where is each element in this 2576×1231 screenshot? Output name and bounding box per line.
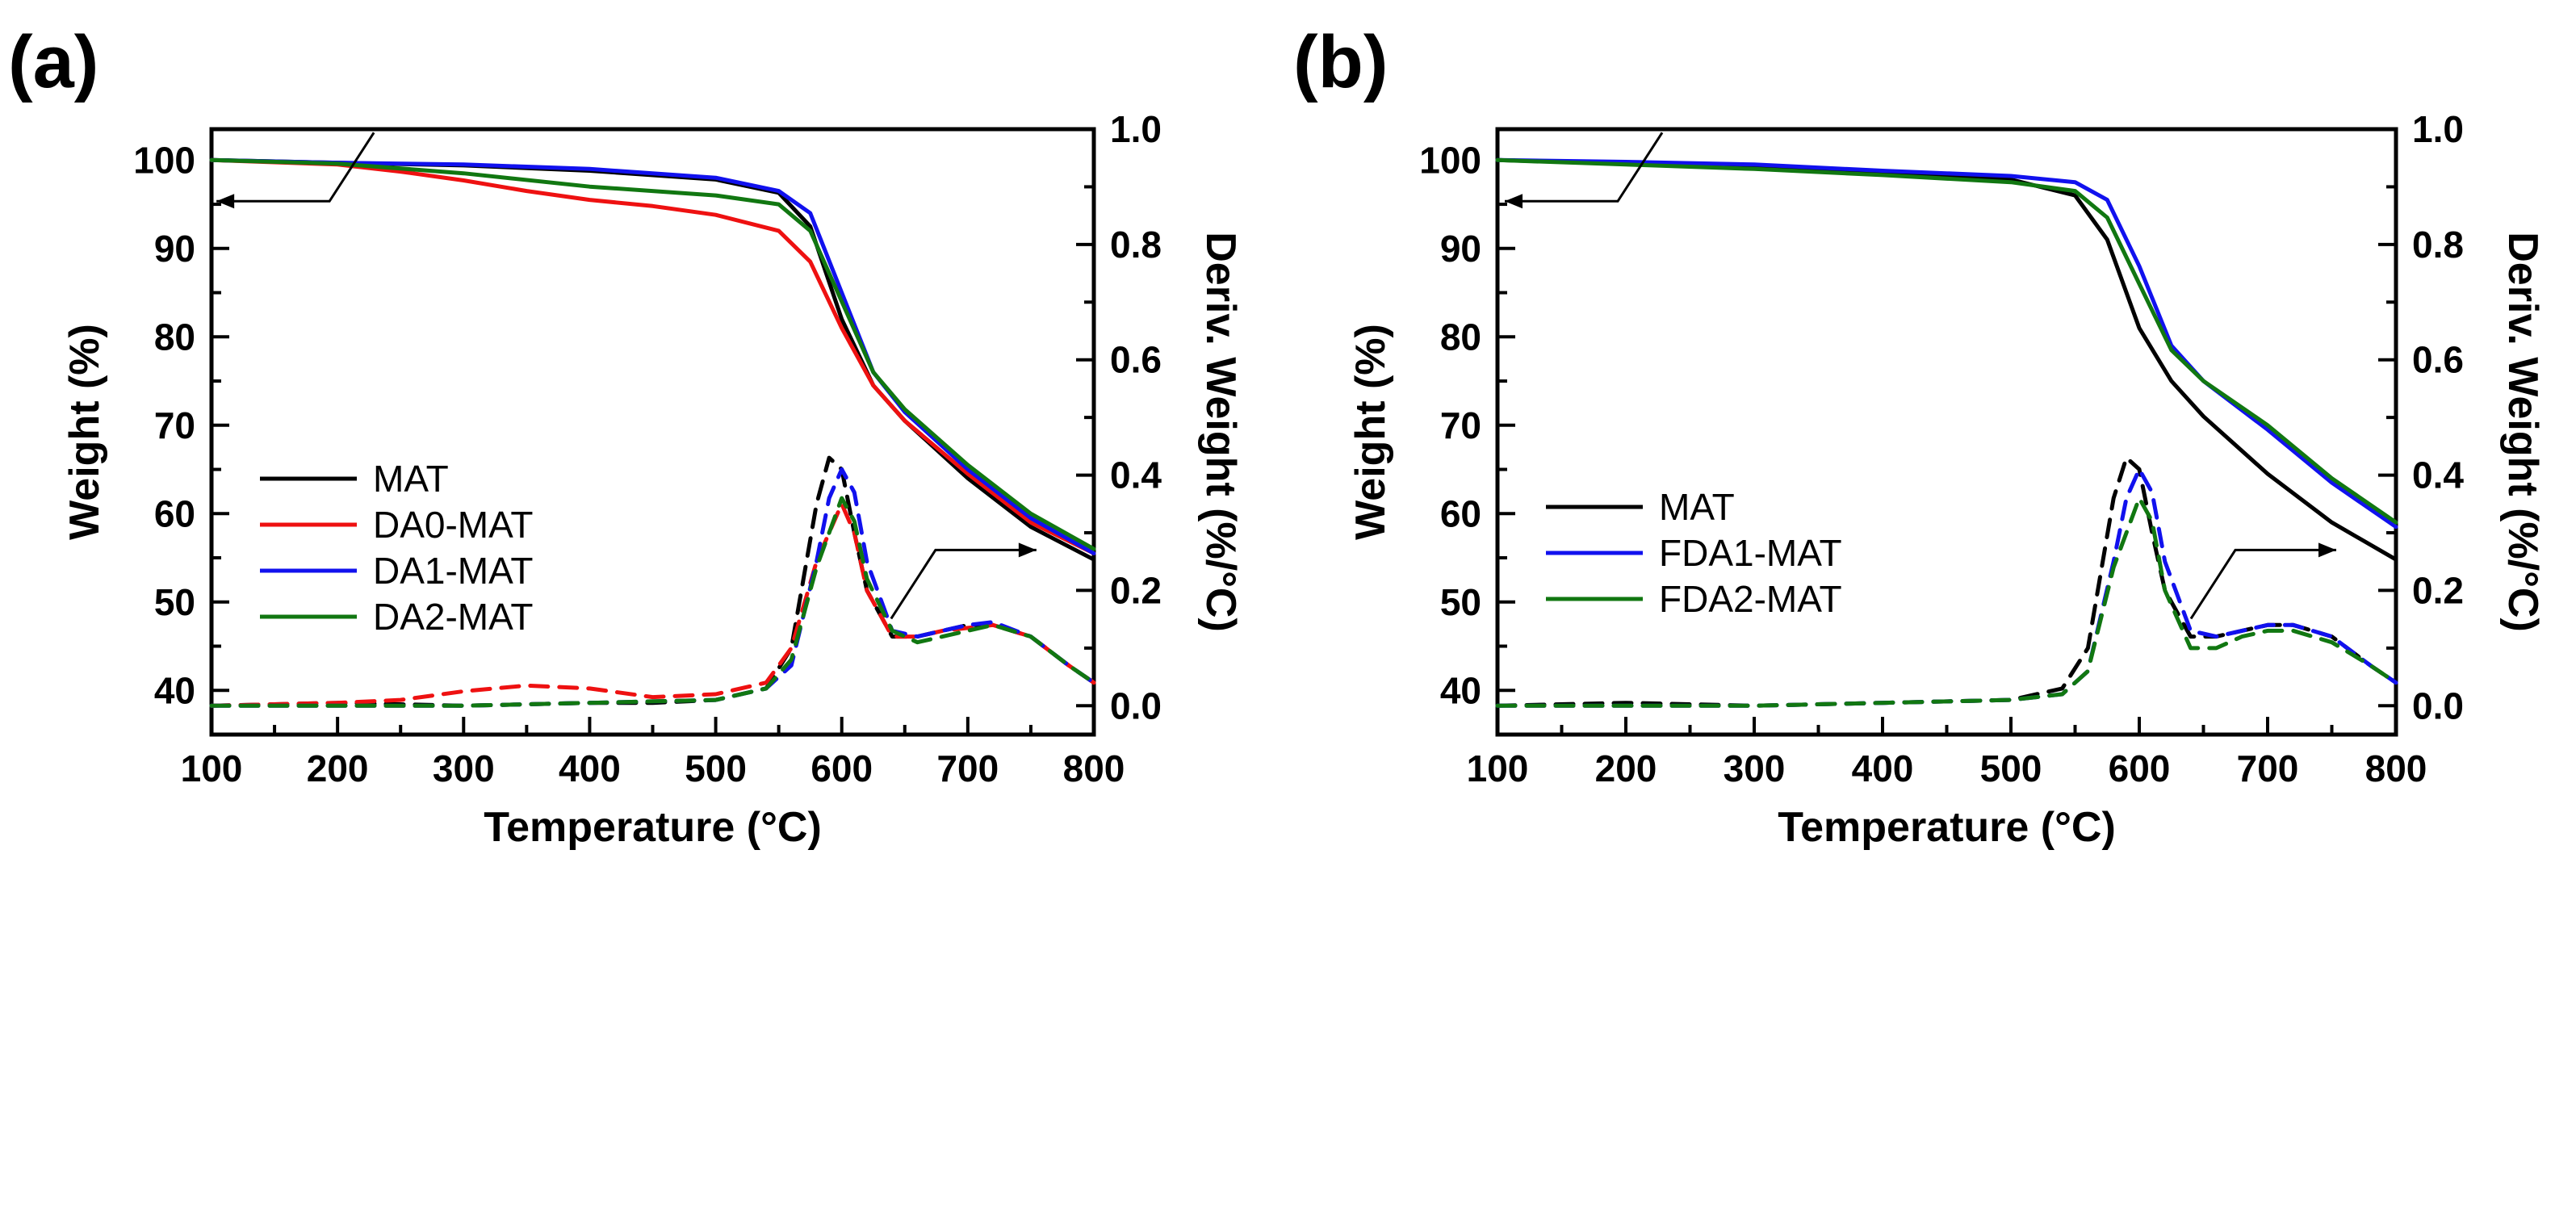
y-axis-title: Weight (%) — [61, 324, 108, 540]
y-tick-label: 50 — [154, 581, 195, 623]
y-tick-label: 50 — [1440, 581, 1481, 623]
annotation-arrowhead-left — [1505, 194, 1523, 209]
series-line-da1-mat-deriv — [209, 467, 1096, 708]
y2-tick-label: 0.0 — [1110, 685, 1162, 726]
annotation-arrow-right — [890, 548, 1037, 620]
x-tick-label: 800 — [2365, 747, 2427, 789]
y2-axis-title: Deriv. Weight (%/°C) — [2499, 232, 2546, 632]
y2-tick-label: 0.6 — [1110, 339, 1162, 381]
x-tick-label: 800 — [1063, 747, 1125, 789]
series-line-fda1-mat-weight — [1495, 157, 2398, 530]
annotation-arrow-right — [2189, 548, 2336, 620]
series-line-da1-mat-weight — [209, 157, 1096, 555]
x-tick-label: 600 — [2109, 747, 2171, 789]
y2-tick-label: 0.4 — [2412, 454, 2464, 496]
panel-label: (a) — [8, 21, 98, 103]
chart-panel-b: 100 200 300 400 500 600 700 800 40 50 60 70 80 90 100 0… — [1293, 21, 2546, 851]
panel-label: (b) — [1293, 21, 1388, 103]
chart-panel-a: 100 200 300 400 500 600 700 800 40 50 60 70 80 90 100 0… — [8, 21, 1244, 851]
y-tick-label: 70 — [1440, 404, 1481, 446]
y-tick-label: 60 — [1440, 492, 1481, 534]
x-tick-label: 100 — [181, 747, 243, 789]
x-tick-label: 200 — [307, 747, 369, 789]
y2-tick-label: 0.2 — [2412, 569, 2464, 611]
x-tick-label: 300 — [433, 747, 495, 789]
x-tick-label: 400 — [559, 747, 621, 789]
annotation-arrowhead-right — [2318, 542, 2336, 558]
annotation-arrowhead-left — [216, 194, 235, 209]
y-tick-label: 80 — [154, 316, 195, 358]
y2-tick-label: 0.6 — [2412, 339, 2464, 381]
y-tick-label: 100 — [1419, 139, 1481, 181]
y2-tick-label: 0.2 — [1110, 569, 1162, 611]
legend-label: FDA2-MAT — [1659, 578, 1842, 620]
y-tick-label: 90 — [1440, 228, 1481, 270]
y2-tick-label: 0.8 — [1110, 224, 1162, 266]
legend-label: DA1-MAT — [373, 550, 534, 592]
legend-label: DA0-MAT — [373, 504, 534, 546]
x-tick-label: 500 — [685, 747, 747, 789]
x-axis-title: Temperature (°C) — [484, 804, 822, 851]
y-tick-label: 70 — [154, 404, 195, 446]
x-tick-label: 200 — [1595, 747, 1657, 789]
series-line-da2-mat-deriv — [209, 496, 1096, 708]
x-tick-label: 300 — [1724, 747, 1786, 789]
legend-label: MAT — [373, 458, 449, 500]
annotation-arrow-left — [1505, 132, 1664, 203]
series-line-da2-mat-weight — [209, 157, 1096, 551]
y-tick-label: 80 — [1440, 316, 1481, 358]
y-tick-label: 90 — [154, 228, 195, 270]
annotation-arrowhead-right — [1018, 542, 1037, 558]
x-axis-title: Temperature (°C) — [1778, 804, 2116, 851]
y2-tick-label: 1.0 — [2412, 108, 2464, 150]
legend-label: MAT — [1659, 486, 1735, 528]
y2-tick-label: 0.8 — [2412, 224, 2464, 266]
y2-tick-label: 0.0 — [2412, 685, 2464, 726]
x-tick-label: 600 — [810, 747, 873, 789]
y2-tick-label: 1.0 — [1110, 108, 1162, 150]
annotation-arrow-left — [216, 132, 375, 203]
x-tick-label: 100 — [1467, 747, 1529, 789]
y-axis-title: Weight (%) — [1347, 324, 1394, 540]
series-line-da0-mat-weight — [209, 157, 1096, 555]
x-tick-label: 400 — [1852, 747, 1914, 789]
x-tick-label: 500 — [1980, 747, 2042, 789]
series-line-fda2-mat-weight — [1495, 157, 2398, 525]
y-tick-label: 100 — [133, 139, 195, 181]
x-tick-label: 700 — [2237, 747, 2299, 789]
y2-axis-title: Deriv. Weight (%/°C) — [1197, 232, 1244, 632]
series-line-fda2-mat-deriv — [1495, 496, 2398, 708]
legend-label: DA2-MAT — [373, 596, 534, 638]
y2-tick-label: 0.4 — [1110, 454, 1162, 496]
y-tick-label: 60 — [154, 492, 195, 534]
x-tick-label: 700 — [936, 747, 999, 789]
y-tick-label: 40 — [154, 669, 195, 711]
y-tick-label: 40 — [1440, 669, 1481, 711]
legend-label: FDA1-MAT — [1659, 532, 1842, 574]
